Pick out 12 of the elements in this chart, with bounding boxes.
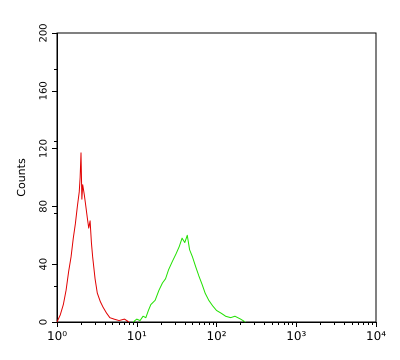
- y-tick-label: 120: [38, 139, 50, 158]
- y-axis-title: Counts: [15, 158, 28, 197]
- x-tick-label: 10²: [206, 329, 227, 343]
- x-tick-label: 10³: [286, 329, 306, 343]
- y-tick-label: 80: [38, 200, 50, 213]
- x-tick-label: 10⁰: [46, 329, 68, 343]
- y-tick-label: 40: [38, 258, 50, 271]
- y-tick-label: 160: [38, 81, 50, 100]
- x-tick-label: 10⁴: [366, 329, 386, 343]
- y-tick-label: 0: [38, 318, 50, 326]
- y-tick-label: 200: [38, 23, 50, 43]
- x-tick-label: 10¹: [126, 329, 147, 343]
